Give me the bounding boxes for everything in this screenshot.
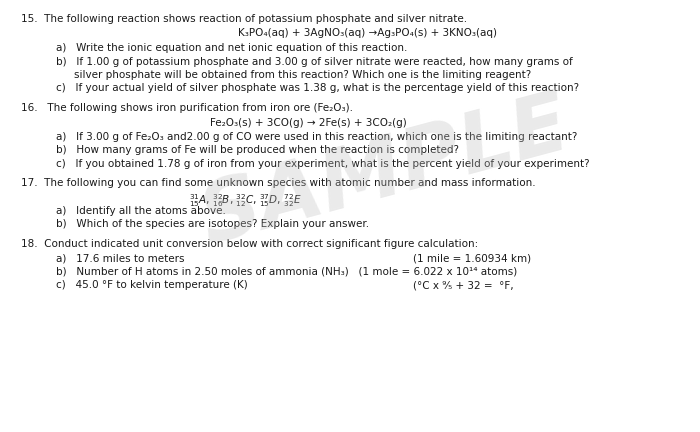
Text: a)   17.6 miles to meters: a) 17.6 miles to meters [56, 254, 185, 264]
Text: b)   How many grams of Fe will be produced when the reaction is completed?: b) How many grams of Fe will be produced… [56, 145, 459, 155]
Text: Fe₂O₃(s) + 3CO(g) → 2Fe(s) + 3CO₂(g): Fe₂O₃(s) + 3CO(g) → 2Fe(s) + 3CO₂(g) [210, 118, 407, 127]
Text: $^{31}_{15}$$\it{A}$, $^{32}_{16}$$\it{B}$, $^{32}_{12}$$\it{C}$, $^{37}_{15}$$\: $^{31}_{15}$$\it{A}$, $^{32}_{16}$$\it{B… [189, 192, 302, 209]
Text: b)   Which of the species are isotopes? Explain your answer.: b) Which of the species are isotopes? Ex… [56, 219, 369, 229]
Text: c)   If you obtained 1.78 g of iron from your experiment, what is the percent yi: c) If you obtained 1.78 g of iron from y… [56, 159, 589, 168]
Text: 15.  The following reaction shows reaction of potassium phosphate and silver nit: 15. The following reaction shows reactio… [21, 14, 467, 24]
Text: b)   If 1.00 g of potassium phosphate and 3.00 g of silver nitrate were reacted,: b) If 1.00 g of potassium phosphate and … [56, 57, 573, 67]
Text: c)   45.0 °F to kelvin temperature (K): c) 45.0 °F to kelvin temperature (K) [56, 280, 248, 290]
Text: (1 mile = 1.60934 km): (1 mile = 1.60934 km) [413, 254, 531, 264]
Text: 18.  Conduct indicated unit conversion below with correct significant figure cal: 18. Conduct indicated unit conversion be… [21, 239, 478, 249]
Text: b)   Number of H atoms in 2.50 moles of ammonia (NH₃)   (1 mole = 6.022 x 10¹⁴ a: b) Number of H atoms in 2.50 moles of am… [56, 267, 517, 277]
Text: a)   Identify all the atoms above.: a) Identify all the atoms above. [56, 206, 226, 216]
Text: SAMPLE: SAMPLE [192, 85, 578, 261]
Text: 16.   The following shows iron purification from iron ore (Fe₂O₃).: 16. The following shows iron purificatio… [21, 103, 353, 113]
Text: silver phosphate will be obtained from this reaction? Which one is the limiting : silver phosphate will be obtained from t… [74, 70, 531, 80]
Text: (°C x ⁹⁄₅ + 32 =  °F,: (°C x ⁹⁄₅ + 32 = °F, [413, 280, 514, 290]
Text: K₃PO₄(aq) + 3AgNO₃(aq) →Ag₃PO₄(s) + 3KNO₃(aq): K₃PO₄(aq) + 3AgNO₃(aq) →Ag₃PO₄(s) + 3KNO… [238, 28, 497, 38]
Text: 17.  The following you can find some unknown species with atomic number and mass: 17. The following you can find some unkn… [21, 178, 536, 188]
Text: a)   Write the ionic equation and net ionic equation of this reaction.: a) Write the ionic equation and net ioni… [56, 43, 407, 53]
Text: a)   If 3.00 g of Fe₂O₃ and2.00 g of CO were used in this reaction, which one is: a) If 3.00 g of Fe₂O₃ and2.00 g of CO we… [56, 132, 578, 142]
Text: c)   If your actual yield of silver phosphate was 1.38 g, what is the percentage: c) If your actual yield of silver phosph… [56, 83, 579, 93]
